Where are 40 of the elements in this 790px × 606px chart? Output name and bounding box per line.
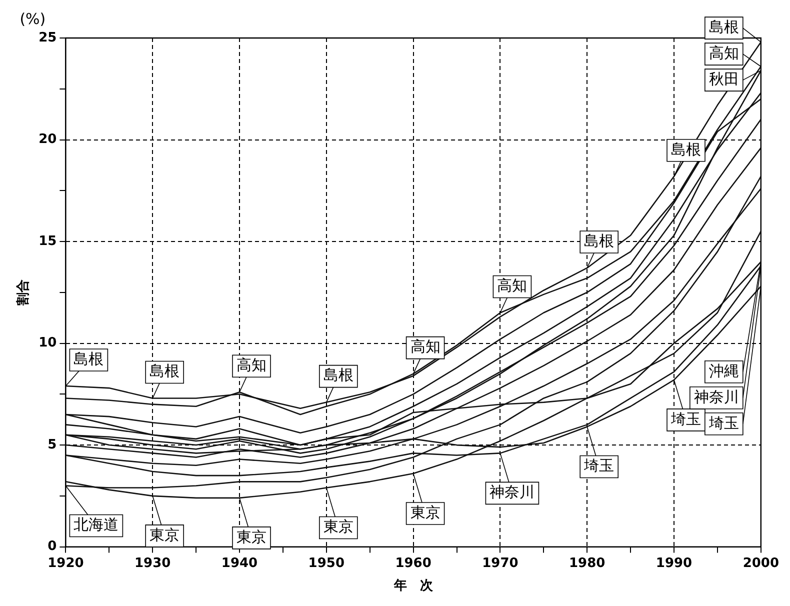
y-axis-title: 割合	[15, 279, 32, 306]
x-axis-title: 年 次	[392, 578, 434, 594]
x-tick-label: 1920	[48, 556, 84, 571]
annotation: 埼玉	[708, 414, 739, 432]
annotation: 島根	[708, 18, 739, 36]
annotation: 高知	[708, 44, 739, 62]
annotation: 埼玉	[583, 456, 614, 475]
annotation: 埼玉	[670, 410, 702, 428]
x-tick-label: 1970	[482, 556, 518, 571]
y-tick-label: 10	[38, 336, 57, 351]
annotation: 東京	[236, 528, 266, 546]
x-tick-label: 1990	[656, 556, 692, 571]
annotation: 高知	[410, 338, 440, 356]
annotation: 島根	[323, 366, 354, 384]
x-tick-label: 1930	[134, 556, 171, 571]
annotation: 東京	[323, 518, 354, 536]
annotation: 島根	[671, 140, 702, 158]
annotation: 高知	[497, 276, 528, 295]
annotation: 島根	[584, 232, 614, 250]
annotation: 島根	[74, 350, 104, 368]
x-tick-label: 1960	[395, 556, 432, 571]
annotation: 北海道	[74, 516, 119, 534]
x-tick-label: 1950	[308, 556, 344, 571]
y-tick-label: 15	[38, 234, 57, 249]
annotation: 神奈川	[694, 388, 739, 406]
annotation: 東京	[410, 503, 440, 522]
x-tick-label: 1940	[221, 556, 258, 571]
text: (%)	[20, 10, 46, 28]
y-tick-label: 5	[48, 437, 57, 452]
y-tick-label: 25	[38, 30, 57, 46]
annotation: 東京	[150, 526, 180, 544]
y-tick-label: 0	[48, 539, 57, 554]
annotation: 高知	[236, 356, 266, 374]
annotation: 秋田	[708, 70, 739, 88]
y-tick-label: 20	[38, 132, 57, 148]
x-tick-label: 2000	[742, 556, 780, 571]
x-tick-label: 1980	[569, 556, 606, 571]
annotation: 沖縄	[708, 362, 739, 380]
annotation: 神奈川	[490, 483, 535, 502]
annotation: 島根	[150, 362, 180, 380]
